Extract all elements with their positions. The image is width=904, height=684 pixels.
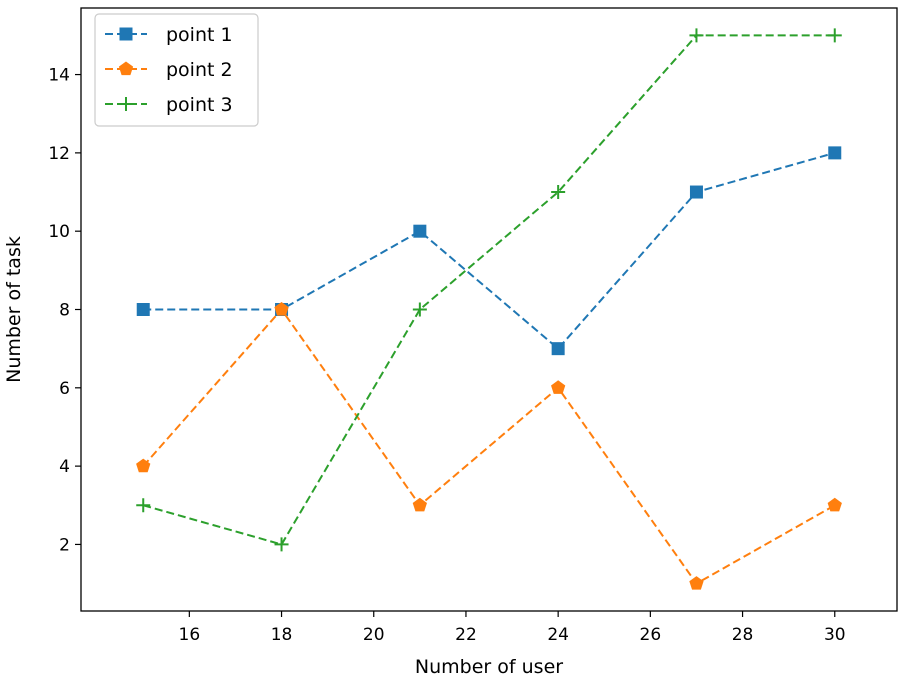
data-point: [551, 380, 566, 394]
legend-item: point 2: [105, 59, 233, 81]
data-point: [551, 185, 566, 200]
data-point: [136, 458, 151, 473]
data-point: [136, 498, 151, 513]
y-tick-label: 12: [48, 144, 70, 164]
data-point: [828, 146, 842, 160]
series-3: [136, 28, 842, 552]
x-tick-label: 24: [547, 625, 569, 645]
y-tick-label: 6: [59, 379, 70, 399]
y-tick-label: 8: [59, 301, 70, 321]
legend-label: point 2: [166, 59, 233, 81]
y-axis-label: Number of task: [3, 236, 25, 383]
data-point: [274, 537, 289, 552]
series-line: [142, 307, 836, 585]
x-tick-label: 16: [179, 625, 201, 645]
x-tick-label: 22: [455, 625, 477, 645]
x-tick-label: 26: [640, 625, 662, 645]
data-point: [551, 342, 565, 356]
series-2: [136, 302, 842, 590]
y-tick-label: 10: [48, 222, 70, 242]
legend-item: point 3: [105, 94, 233, 116]
data-point: [274, 302, 289, 316]
data-point: [412, 302, 427, 317]
x-tick-label: 20: [363, 625, 385, 645]
x-tick-label: 28: [732, 625, 754, 645]
data-point: [136, 303, 150, 316]
series-line: [143, 151, 836, 351]
legend: point 1 point 2 point 3: [94, 13, 259, 127]
x-tick-label: 30: [824, 625, 846, 645]
x-axis-ticks: 16 18 20 22 24 26 28 30: [179, 611, 846, 645]
y-tick-label: 14: [48, 66, 70, 86]
data-point: [412, 497, 427, 512]
data-point: [689, 28, 704, 43]
legend-swatch-marker: [119, 97, 133, 111]
series-layer: [136, 28, 842, 590]
legend-swatch-marker: [118, 61, 134, 76]
data-point: [689, 185, 703, 199]
legend-swatch-marker: [119, 27, 133, 41]
x-tick-label: 18: [271, 625, 293, 645]
y-tick-label: 2: [59, 535, 70, 555]
x-axis-label: Number of user: [415, 656, 563, 678]
data-point: [827, 497, 842, 512]
y-axis-ticks: 2 4 6 8 10 12 14: [48, 66, 81, 555]
data-point: [413, 224, 427, 238]
legend-item: point 1: [105, 24, 233, 46]
y-tick-label: 4: [59, 457, 70, 477]
series-line: [142, 34, 835, 546]
legend-label: point 1: [166, 24, 233, 46]
legend-box: [94, 13, 259, 127]
data-point: [827, 28, 842, 43]
series-1: [136, 146, 842, 356]
legend-label: point 3: [166, 94, 233, 116]
data-point: [689, 576, 704, 590]
